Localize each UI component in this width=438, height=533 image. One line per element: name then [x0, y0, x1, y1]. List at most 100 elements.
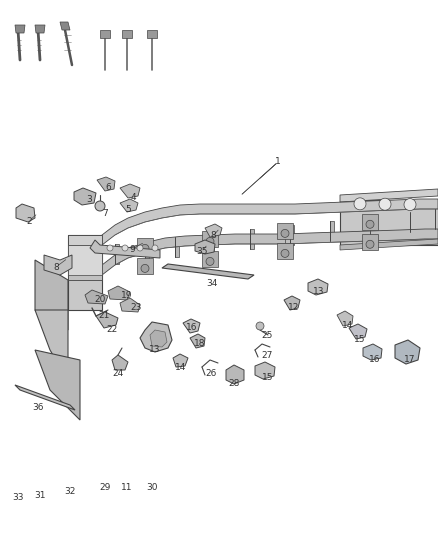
Polygon shape: [173, 354, 188, 367]
Polygon shape: [330, 221, 334, 240]
Circle shape: [354, 198, 366, 210]
Circle shape: [366, 220, 374, 228]
Polygon shape: [284, 296, 300, 310]
Text: 27: 27: [261, 351, 273, 359]
Text: 25: 25: [261, 332, 273, 341]
Polygon shape: [115, 244, 119, 264]
Polygon shape: [15, 25, 25, 33]
Text: 20: 20: [94, 295, 106, 304]
Polygon shape: [85, 290, 108, 304]
Polygon shape: [68, 265, 102, 280]
Text: 31: 31: [34, 490, 46, 499]
Circle shape: [107, 245, 113, 251]
Polygon shape: [68, 235, 102, 310]
Circle shape: [281, 249, 289, 257]
Circle shape: [141, 264, 149, 272]
Text: 22: 22: [106, 326, 118, 335]
Polygon shape: [60, 22, 70, 30]
Circle shape: [95, 201, 105, 211]
Circle shape: [141, 245, 149, 253]
Text: 13: 13: [149, 344, 161, 353]
Polygon shape: [290, 225, 294, 245]
Polygon shape: [277, 244, 293, 260]
Polygon shape: [202, 252, 218, 268]
Text: 6: 6: [105, 183, 111, 192]
Text: 13: 13: [313, 287, 325, 296]
Text: 36: 36: [32, 403, 44, 413]
Polygon shape: [35, 25, 45, 33]
Circle shape: [122, 245, 128, 251]
Polygon shape: [120, 184, 140, 198]
Text: 16: 16: [369, 354, 381, 364]
Polygon shape: [15, 385, 75, 410]
Polygon shape: [137, 259, 153, 274]
Polygon shape: [410, 212, 414, 232]
Polygon shape: [145, 240, 149, 261]
Text: 29: 29: [99, 483, 111, 492]
Polygon shape: [90, 240, 160, 258]
Polygon shape: [349, 324, 367, 339]
Polygon shape: [255, 362, 275, 379]
Text: 8: 8: [210, 231, 216, 240]
Circle shape: [206, 257, 214, 265]
Polygon shape: [435, 209, 438, 229]
Text: 12: 12: [288, 303, 300, 311]
Text: 9: 9: [129, 245, 135, 254]
Circle shape: [379, 198, 391, 210]
Polygon shape: [44, 255, 72, 275]
Text: 2: 2: [26, 216, 32, 225]
Polygon shape: [277, 223, 293, 239]
Text: 3: 3: [86, 196, 92, 205]
Text: 24: 24: [113, 368, 124, 377]
Text: 21: 21: [98, 311, 110, 320]
Polygon shape: [120, 199, 138, 212]
Polygon shape: [150, 330, 167, 347]
Circle shape: [137, 245, 143, 251]
Circle shape: [404, 199, 416, 211]
Text: 18: 18: [194, 338, 206, 348]
Polygon shape: [162, 264, 254, 279]
Polygon shape: [226, 365, 244, 384]
Polygon shape: [68, 245, 102, 275]
Polygon shape: [97, 177, 115, 191]
Text: 11: 11: [121, 483, 133, 492]
Text: 16: 16: [186, 324, 198, 333]
Polygon shape: [35, 350, 80, 420]
Text: 4: 4: [130, 192, 136, 201]
Text: 8: 8: [53, 262, 59, 271]
Polygon shape: [122, 30, 132, 38]
Polygon shape: [102, 199, 438, 245]
Polygon shape: [308, 279, 328, 295]
Circle shape: [206, 237, 214, 245]
Text: 33: 33: [12, 494, 24, 503]
Polygon shape: [35, 310, 68, 380]
Text: 14: 14: [343, 321, 354, 330]
Polygon shape: [102, 229, 438, 275]
Polygon shape: [362, 235, 378, 251]
Text: 23: 23: [131, 303, 141, 312]
Circle shape: [152, 245, 158, 251]
Polygon shape: [202, 231, 218, 247]
Polygon shape: [205, 224, 222, 237]
Text: 30: 30: [146, 483, 158, 492]
Polygon shape: [250, 229, 254, 249]
Circle shape: [366, 240, 374, 248]
Text: 35: 35: [196, 246, 208, 255]
Polygon shape: [74, 188, 96, 205]
Polygon shape: [340, 239, 438, 250]
Polygon shape: [100, 30, 110, 38]
Polygon shape: [147, 30, 157, 38]
Text: 32: 32: [64, 488, 76, 497]
Polygon shape: [340, 189, 438, 202]
Polygon shape: [112, 355, 128, 370]
Polygon shape: [137, 238, 153, 254]
Polygon shape: [210, 233, 214, 253]
Circle shape: [281, 229, 289, 237]
Text: 15: 15: [262, 373, 274, 382]
Text: 19: 19: [121, 292, 133, 301]
Polygon shape: [370, 216, 374, 236]
Polygon shape: [337, 311, 353, 326]
Polygon shape: [108, 286, 130, 300]
Text: 26: 26: [205, 369, 217, 378]
Polygon shape: [363, 344, 382, 360]
